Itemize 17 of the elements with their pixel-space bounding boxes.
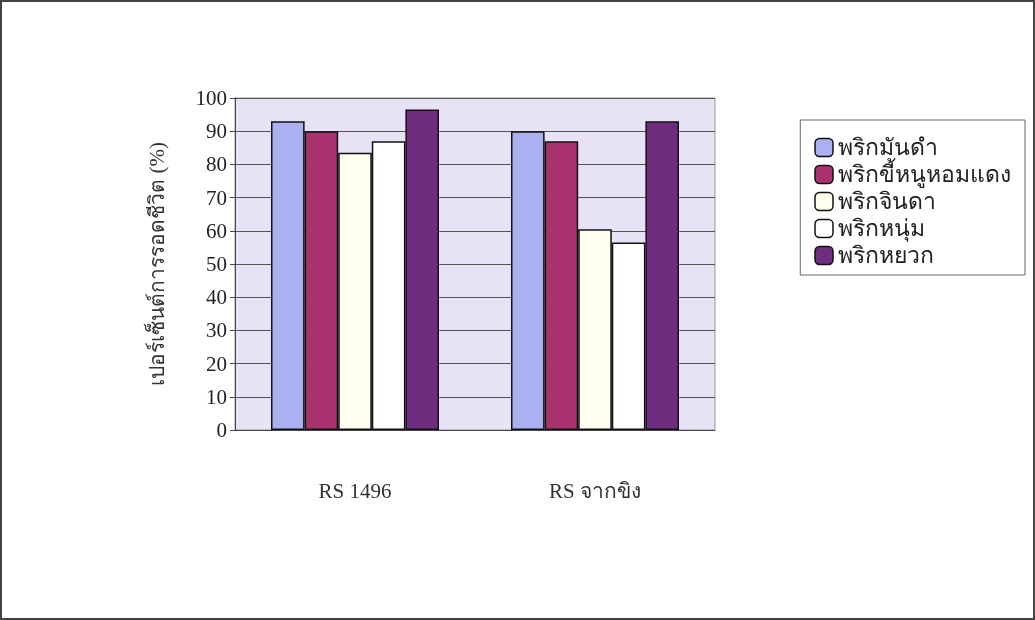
- y-axis-title: เปอร์เซ็นต์การรอดชีวิต (%): [142, 142, 169, 386]
- y-tick-label: 40: [206, 285, 227, 310]
- y-tick-label: 10: [206, 384, 227, 409]
- y-tick-label: 80: [206, 152, 227, 177]
- y-tick-label: 0: [216, 418, 227, 442]
- y-tick-label: 70: [206, 185, 227, 210]
- legend-label: พริกจินดา: [838, 189, 936, 214]
- legend-label: พริกหนุ่ม: [838, 216, 925, 242]
- y-tick-label: 90: [206, 119, 227, 144]
- y-tick-label: 60: [206, 218, 227, 243]
- y-tick-label: 30: [206, 318, 227, 343]
- y-tick-label: 50: [206, 252, 227, 276]
- legend-label: พริกหยวก: [838, 243, 934, 268]
- x-tick-label: RS จากขิง: [549, 478, 641, 503]
- y-tick-label: 100: [195, 86, 227, 110]
- y-tick-label: 20: [206, 351, 227, 376]
- x-tick-label: RS 1496: [318, 478, 392, 503]
